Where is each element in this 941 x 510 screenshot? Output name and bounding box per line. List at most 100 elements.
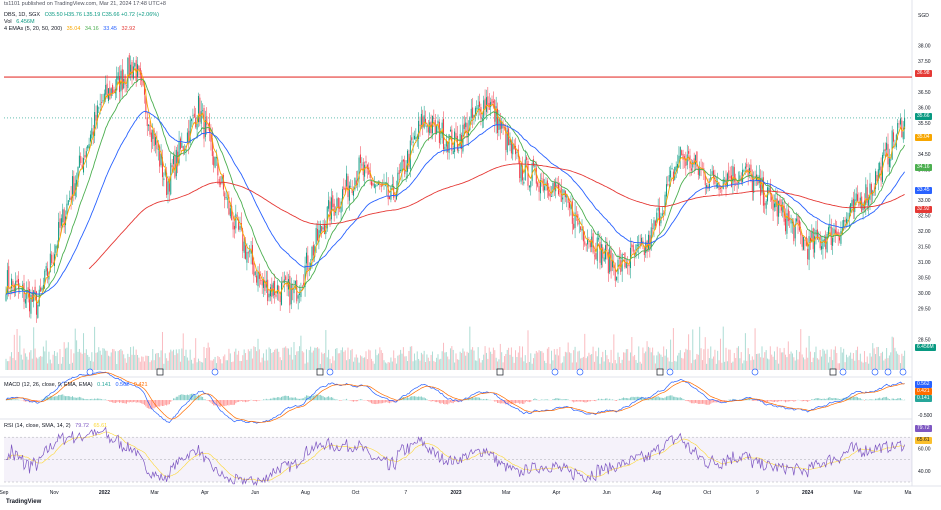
volume-bar <box>444 352 446 370</box>
volume-bar <box>635 360 637 370</box>
volume-bar <box>103 348 105 370</box>
volume-bar <box>555 354 557 370</box>
candle <box>898 123 900 125</box>
candle <box>15 281 17 292</box>
candle <box>585 244 587 246</box>
volume-bar <box>858 360 860 370</box>
volume-bar <box>681 357 683 370</box>
volume-bar <box>844 362 846 370</box>
volume-bar <box>466 351 468 370</box>
volume-bar <box>634 354 636 370</box>
candle <box>778 200 780 217</box>
volume-bar <box>340 350 342 370</box>
candle <box>708 183 710 189</box>
macd-histogram-bar <box>336 399 338 401</box>
macd-histogram-bar <box>477 397 479 401</box>
candle <box>308 268 310 270</box>
candle <box>681 150 683 155</box>
candle <box>653 220 655 230</box>
ema-label[interactable]: 4 EMAs (5, 20, 50, 200) <box>4 26 63 32</box>
volume-bar <box>380 350 382 370</box>
macd-histogram-bar <box>707 400 709 405</box>
rsi-pane <box>4 426 912 487</box>
macd-histogram-bar <box>829 397 831 401</box>
volume-bar <box>551 350 553 370</box>
candle <box>746 163 748 168</box>
volume-bar <box>193 357 195 370</box>
macd-histogram-bar <box>852 397 854 401</box>
macd-histogram-bar <box>884 397 886 401</box>
macd-histogram-bar <box>659 397 661 401</box>
candle <box>6 270 8 293</box>
macd-histogram-bar <box>235 400 237 404</box>
symbol[interactable]: DBS, 1D, SGX <box>4 12 41 18</box>
volume-bar <box>94 326 96 370</box>
macd-histogram-bar <box>652 397 654 401</box>
candle <box>211 138 213 157</box>
candle <box>533 159 535 166</box>
macd-histogram-bar <box>859 398 861 401</box>
volume-bar <box>60 363 62 370</box>
volume-bar <box>452 349 454 370</box>
macd-histogram-bar <box>178 395 180 401</box>
volume-bar <box>706 363 708 370</box>
macd-histogram-bar <box>855 396 857 401</box>
candle <box>523 181 525 184</box>
candle <box>768 187 770 191</box>
volume-bar <box>99 350 101 370</box>
macd-histogram-bar <box>584 400 586 403</box>
volume-bar <box>141 356 143 370</box>
candle <box>17 278 19 290</box>
macd-histogram-bar <box>60 394 62 401</box>
macd-histogram-bar <box>161 400 163 407</box>
candle <box>807 248 809 260</box>
candle <box>775 198 777 208</box>
macd-histogram-bar <box>433 400 435 402</box>
macd-histogram-bar <box>510 400 512 405</box>
macd-histogram-bar <box>412 396 414 401</box>
volume-bar <box>102 348 104 370</box>
candle <box>353 190 355 196</box>
rsi-label[interactable]: RSI (14, close, SMA, 14, 2) <box>4 423 71 429</box>
dividend-marker <box>576 368 584 376</box>
volume-bar <box>74 328 76 370</box>
macd-histogram-bar <box>329 397 331 401</box>
macd-histogram-bar <box>125 400 127 404</box>
candle <box>330 197 332 220</box>
volume-bar <box>318 348 320 370</box>
macd-histogram-bar <box>801 400 803 402</box>
volume-bar <box>443 342 445 370</box>
macd-label[interactable]: MACD (12, 26, close, 9, EMA, EMA) <box>4 382 93 388</box>
candle <box>420 113 422 128</box>
volume-bar <box>272 351 274 370</box>
macd-histogram-bar <box>641 396 643 401</box>
ema200-value: 32.92 <box>121 26 136 32</box>
macd-histogram-bar <box>395 400 397 402</box>
macd-signal-line <box>5 372 905 423</box>
candle <box>318 230 320 242</box>
volume-bar <box>242 355 244 370</box>
macd-histogram-bar <box>606 398 608 401</box>
volume-bar <box>596 356 598 370</box>
macd-histogram-bar <box>80 397 82 401</box>
candle <box>623 254 625 255</box>
volume-bar <box>557 355 559 370</box>
tradingview-logo[interactable]: TradingView <box>6 499 41 505</box>
macd-histogram-bar <box>631 396 633 401</box>
volume-bar <box>458 359 460 370</box>
volume-bar <box>811 362 813 370</box>
candle <box>675 165 677 171</box>
volume-bar <box>24 353 26 370</box>
candle <box>469 117 471 131</box>
volume-bar <box>689 350 691 370</box>
candle <box>877 169 879 181</box>
macd-histogram-bar <box>94 398 96 401</box>
candle <box>26 290 28 299</box>
volume-bar <box>818 359 820 370</box>
vol-label[interactable]: Vol <box>4 19 12 25</box>
macd-histogram-bar <box>340 400 342 401</box>
rsi-tag: 79.72 <box>915 425 932 432</box>
price-tick-label: 33.00 <box>918 198 931 204</box>
macd-histogram-bar <box>222 400 224 406</box>
